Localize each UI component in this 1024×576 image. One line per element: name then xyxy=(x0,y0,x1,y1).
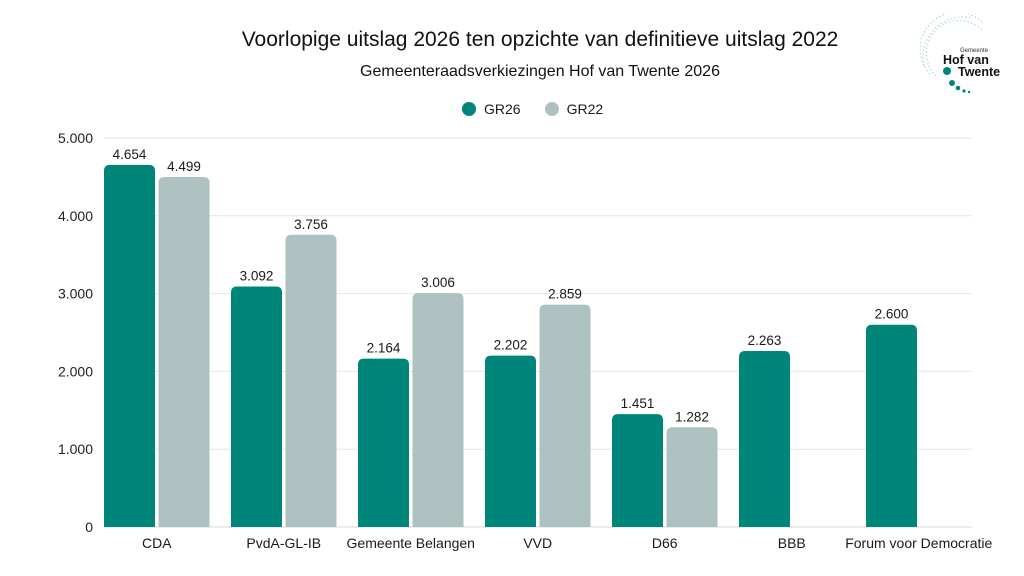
y-tick-label: 2.000 xyxy=(58,363,93,379)
legend-item-gr22[interactable]: GR22 xyxy=(544,101,604,117)
x-tick-label: BBB xyxy=(778,535,806,551)
data-label: 1.282 xyxy=(675,409,709,424)
data-label: 2.263 xyxy=(748,333,782,348)
legend-marker-gr26 xyxy=(462,102,476,116)
y-tick-label: 4.000 xyxy=(58,208,93,224)
x-tick-label: D66 xyxy=(652,535,678,551)
data-label: 4.499 xyxy=(167,159,201,174)
data-label: 1.451 xyxy=(621,396,655,411)
y-tick-label: 5.000 xyxy=(58,130,93,146)
bar-gr22 xyxy=(666,427,718,527)
x-tick-label: VVD xyxy=(523,535,552,551)
bar-gr22 xyxy=(539,304,591,527)
x-tick-label: PvdA-GL-IB xyxy=(246,535,321,551)
x-tick-label: Gemeente Belangen xyxy=(347,535,475,551)
bar-gr22 xyxy=(158,176,210,528)
legend-label-gr22: GR22 xyxy=(566,101,604,117)
bar-gr22 xyxy=(412,293,464,527)
data-label: 3.092 xyxy=(240,268,274,283)
y-tick-label: 1.000 xyxy=(58,441,93,457)
chart-title: Voorlopige uitslag 2026 ten opzichte van… xyxy=(241,28,839,51)
bar-gr22 xyxy=(285,234,337,527)
y-tick-label: 0 xyxy=(85,519,93,535)
data-label: 2.600 xyxy=(875,307,909,322)
logo-small-text: Gemeente xyxy=(960,48,989,54)
legend-item-gr26[interactable]: GR26 xyxy=(462,101,521,117)
data-label: 2.859 xyxy=(548,287,582,302)
bar-gr26 xyxy=(612,414,663,527)
data-label: 3.756 xyxy=(294,217,328,232)
x-tick-label: CDA xyxy=(142,535,172,551)
logo-graphic: Gemeente Hof van Twente xyxy=(919,11,1000,94)
data-label: 3.006 xyxy=(421,275,455,290)
hof-van-twente-logo: Gemeente Hof van Twente xyxy=(912,11,1012,98)
logo-line2: Twente xyxy=(958,65,1000,79)
legend-label-gr26: GR26 xyxy=(484,101,521,117)
bar-gr26 xyxy=(739,350,790,527)
bar-gr26 xyxy=(231,286,282,527)
legend-marker-gr22 xyxy=(544,102,559,116)
chart-subtitle: Gemeenteraadsverkiezingen Hof van Twente… xyxy=(360,63,720,80)
y-tick-label: 3.000 xyxy=(58,286,93,302)
data-label: 4.654 xyxy=(113,147,147,162)
bar-gr26 xyxy=(485,355,536,527)
logo-line1: Hof van xyxy=(943,53,989,67)
bar-gr26 xyxy=(358,358,409,527)
bar-gr26 xyxy=(104,164,155,527)
data-label: 2.164 xyxy=(367,341,401,356)
x-tick-label: Forum voor Democratie xyxy=(845,535,992,551)
chart-legend: GR26 GR22 xyxy=(462,101,627,117)
data-label: 2.202 xyxy=(494,338,528,353)
bar-gr26 xyxy=(866,324,917,527)
